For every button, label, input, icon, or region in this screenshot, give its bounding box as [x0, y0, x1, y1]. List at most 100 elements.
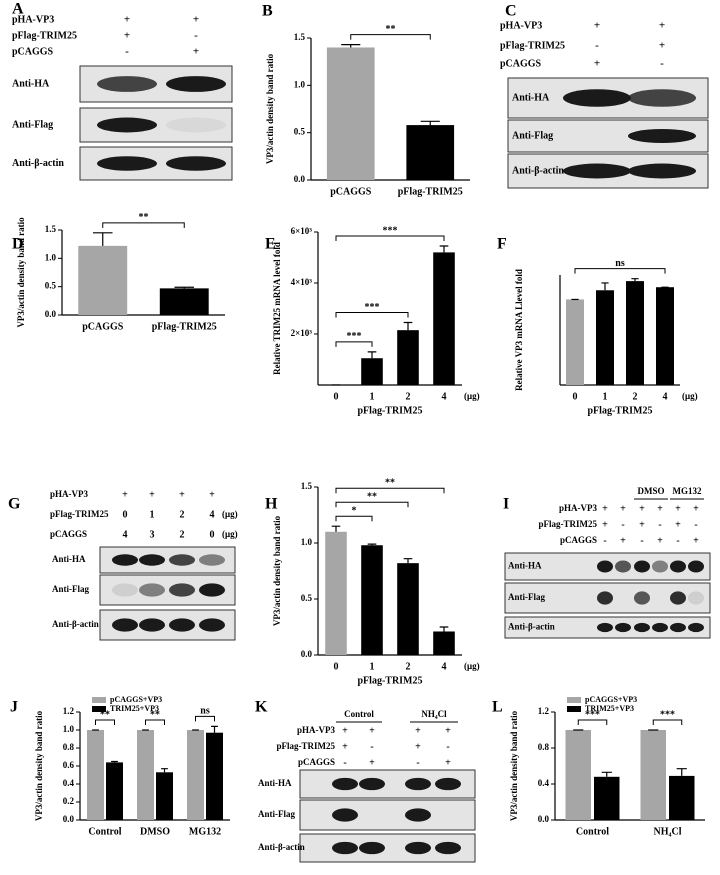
significance-label: **: [386, 24, 396, 35]
error-bar: [367, 351, 377, 359]
x-tick-label: Control: [88, 826, 121, 837]
blot-band: [97, 76, 157, 92]
lane-mark: 1: [150, 509, 155, 520]
x-tick-label: DMSO: [140, 826, 170, 837]
x-tick-label: 4: [663, 391, 668, 402]
blot-band: [112, 554, 138, 566]
significance-label: ***: [365, 302, 380, 313]
y-tick-label: 4×10³: [291, 277, 313, 287]
y-tick-label: 0.5: [45, 281, 57, 291]
row-label: pHA-VP3: [50, 489, 88, 499]
row-label: pFlag-TRIM25: [277, 741, 336, 751]
panel-letter: C: [505, 3, 517, 20]
blot-strip: [299, 799, 476, 831]
bar: [669, 775, 695, 820]
significance-label: ***: [585, 709, 600, 720]
significance-bracket: [574, 268, 666, 274]
significance-label: ***: [660, 709, 675, 720]
error-bar: [601, 282, 609, 291]
blot-band: [97, 117, 157, 133]
y-axis-label: VP3/actin density band ratio: [272, 515, 282, 626]
y-tick-label: 1.0: [63, 724, 75, 734]
error-bar: [676, 768, 687, 776]
lane-mark: +: [693, 503, 699, 514]
bar: [87, 730, 104, 820]
blot-band: [670, 622, 686, 633]
blot-band: [332, 808, 358, 822]
error-bar: [111, 760, 118, 763]
bar: [361, 358, 383, 385]
blot-band: [166, 156, 226, 171]
lane-mark: +: [445, 725, 451, 736]
x-tick-label: 0: [334, 391, 339, 402]
blot-band: [405, 777, 431, 791]
lane-mark: +: [693, 535, 699, 546]
blot-band: [139, 618, 165, 632]
lane-mark: -: [640, 535, 643, 546]
bar: [433, 252, 455, 385]
bar: [159, 288, 209, 315]
error-bar: [439, 245, 449, 253]
blot-band: [597, 591, 613, 605]
y-tick-label: 0.0: [294, 174, 306, 184]
bar: [397, 563, 419, 655]
y-tick-label: 1.2: [538, 706, 550, 716]
panel-letter: G: [8, 496, 21, 513]
panel-letter: K: [255, 699, 268, 716]
band-label: Anti-HA: [512, 92, 550, 103]
lane-mark: +: [675, 519, 681, 530]
panel-letter: B: [262, 3, 273, 20]
x-axis-label: pFlag-TRIM25: [358, 405, 423, 416]
group-label: Control: [344, 709, 374, 719]
x-unit: (μg): [464, 391, 480, 401]
bar: [640, 730, 666, 820]
bar: [433, 631, 455, 655]
bar: [156, 772, 173, 820]
blot-band: [169, 583, 195, 597]
legend-swatch: [92, 706, 106, 712]
band-label: Anti-β-actin: [258, 842, 305, 852]
lane-mark: -: [370, 741, 373, 752]
blot-band: [112, 618, 138, 632]
significance-label: **: [100, 709, 110, 720]
x-tick-label: 0: [573, 391, 578, 402]
lane-mark: 4: [210, 509, 215, 520]
y-tick-label: 1.5: [301, 481, 313, 491]
lane-mark: 0: [123, 509, 128, 520]
significance-label: ***: [347, 331, 362, 342]
x-tick-label: 4: [442, 661, 447, 672]
bar: [325, 531, 347, 655]
x-tick-label: 2: [406, 661, 411, 672]
row-label: pCAGGS: [298, 757, 335, 767]
error-bar: [403, 558, 413, 564]
panel-letter: L: [492, 699, 503, 716]
y-axis-label: VP3/actin density band ratio: [265, 53, 275, 164]
error-bar: [174, 286, 195, 289]
lane-mark: +: [639, 503, 645, 514]
lane-mark: +: [594, 20, 600, 32]
blot-band: [563, 163, 631, 179]
band-label: Anti-β-actin: [12, 158, 64, 169]
y-axis-label: Relative VP3 mRNA Llevel fold: [514, 269, 524, 391]
x-tick-label: 2: [633, 391, 638, 402]
error-bar: [439, 626, 449, 632]
bar: [566, 299, 584, 385]
lane-mark: +: [342, 741, 348, 752]
blot-band: [405, 841, 431, 855]
band-label: Anti-HA: [52, 554, 86, 564]
group-label: NH₄Cl: [421, 709, 447, 719]
band-label: Anti-Flag: [512, 130, 553, 141]
blot-band: [199, 554, 225, 566]
error-bar: [92, 232, 113, 246]
bar: [596, 290, 614, 385]
significance-bracket: [350, 34, 431, 40]
significance-label: **: [139, 212, 149, 223]
row-label: pCAGGS: [560, 535, 597, 545]
x-tick-label: NH₄Cl: [654, 826, 682, 837]
lane-mark: -: [658, 519, 661, 530]
y-axis-label: VP3/actin density band ratio: [509, 710, 519, 821]
blot-band: [169, 618, 195, 632]
legend-label: pCAGGS+VP3: [110, 695, 162, 704]
y-tick-label: 1.5: [294, 32, 306, 42]
